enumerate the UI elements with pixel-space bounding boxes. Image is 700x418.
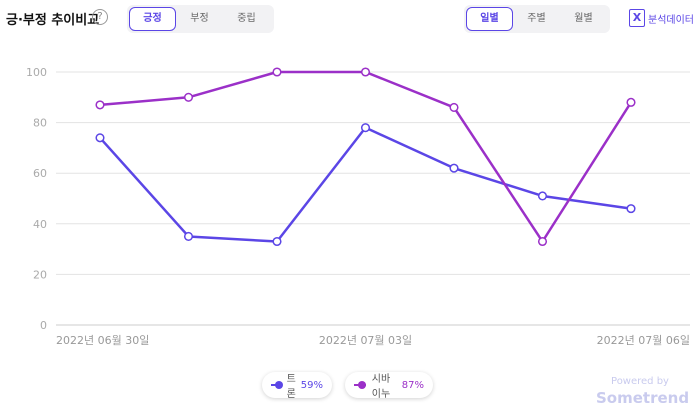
legend-label: 트론 — [286, 374, 296, 400]
tab-daily[interactable]: 일별 — [466, 7, 513, 31]
y-tick-label: 60 — [33, 167, 47, 180]
data-point — [272, 236, 282, 247]
chart-title: 긍·부정 추이비교 — [6, 13, 100, 28]
legend-label: 시바이누 — [371, 374, 391, 400]
data-point — [626, 204, 636, 214]
data-point — [360, 123, 371, 133]
excel-icon: X — [629, 9, 645, 27]
series-line-2 — [99, 70, 633, 243]
data-point — [537, 191, 548, 201]
y-tick-label: 80 — [33, 117, 47, 130]
series-line-1 — [99, 126, 632, 243]
tab-positive[interactable]: 긍정 — [129, 7, 176, 31]
legend-marker — [271, 381, 283, 389]
export-data-label: 분석데이터 — [648, 14, 694, 26]
y-tick-label: 20 — [33, 268, 47, 281]
data-point — [449, 102, 459, 112]
period-toggle: 일별 주별 월별 — [464, 5, 610, 33]
legend-value: 87% — [401, 379, 424, 391]
tab-monthly[interactable]: 월별 — [574, 13, 593, 24]
data-point — [360, 67, 371, 77]
powered-by-text: Powered by — [611, 376, 669, 387]
data-point — [95, 133, 105, 143]
export-data-button[interactable]: X 분석데이터 — [629, 9, 694, 27]
data-point — [537, 236, 548, 247]
legend-marker — [354, 381, 366, 389]
x-tick-label: 2022년 06월 30일 — [56, 333, 149, 347]
y-tick-label: 40 — [33, 218, 47, 231]
x-tick-label: 2022년 07월 06일 — [597, 333, 690, 347]
tab-neutral[interactable]: 중립 — [237, 13, 256, 24]
brand-logo: Sometrend — [596, 389, 690, 407]
x-tick-label: 2022년 07월 03일 — [319, 333, 412, 347]
y-tick-label: 0 — [40, 319, 47, 332]
help-icon[interactable]: ? — [92, 9, 108, 25]
data-point — [95, 100, 105, 110]
y-tick-label: 100 — [26, 66, 47, 79]
data-point — [272, 67, 282, 77]
legend-item-series-1[interactable]: 트론 59% — [262, 372, 332, 400]
data-point — [183, 231, 194, 241]
sentiment-toggle: 긍정 부정 중립 — [127, 5, 274, 33]
tab-weekly[interactable]: 주별 — [527, 13, 546, 24]
legend-item-series-2[interactable]: 시바이누 87% — [345, 372, 433, 400]
data-point — [183, 92, 194, 102]
legend-value: 59% — [300, 379, 323, 391]
tab-negative[interactable]: 부정 — [190, 13, 209, 24]
data-point — [626, 97, 636, 107]
data-point — [449, 163, 459, 173]
